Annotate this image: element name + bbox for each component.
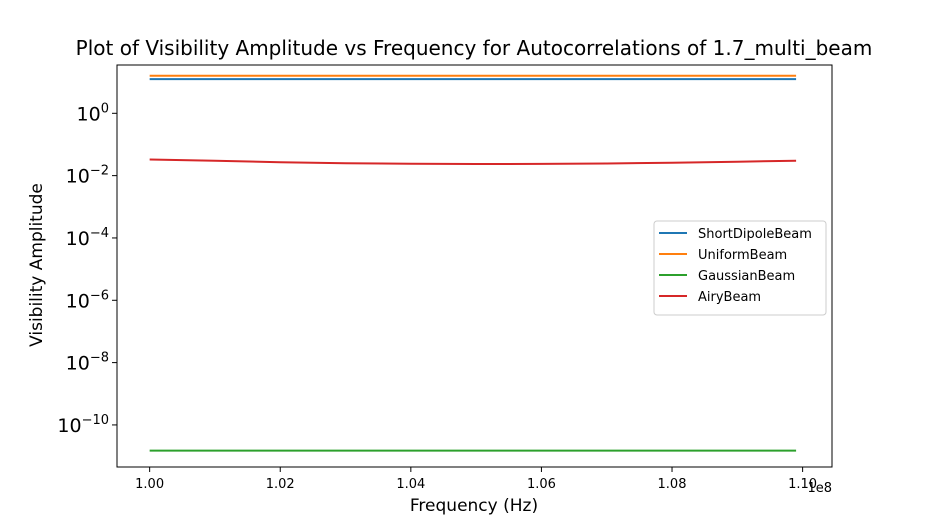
x-axis: 1.00 1.02 1.04 1.06 1.08 1.10: [135, 467, 817, 492]
legend-label: AiryBeam: [698, 290, 761, 305]
plot-area: [116, 64, 833, 468]
y-tick-label: 10−2: [66, 164, 109, 188]
x-offset-text: 1e8: [807, 481, 832, 496]
legend-label: ShortDipoleBeam: [698, 227, 812, 242]
series-line-airybeam: [149, 158, 797, 166]
x-tick-label: 1.10: [788, 477, 817, 492]
x-tick-label: 1.08: [658, 477, 687, 492]
legend-box: [653, 220, 827, 316]
y-axis: 100 10−2 10−4 10−6 10−8 10−10: [57, 101, 117, 437]
chart-title: Plot of Visibility Amplitude vs Frequenc…: [76, 36, 873, 60]
x-tick-label: 1.04: [396, 477, 425, 492]
y-tick-label: 10−10: [57, 413, 109, 437]
series-layer: [149, 74, 797, 452]
y-tick-label: 10−6: [66, 288, 109, 312]
axes-frame: [116, 64, 833, 468]
y-tick-label: 10−4: [66, 226, 109, 250]
y-tick-label: 100: [77, 101, 109, 125]
legend-label: GaussianBeam: [698, 269, 795, 284]
x-axis-label: Frequency (Hz): [410, 496, 538, 516]
y-tick-label: 10−8: [66, 351, 109, 375]
legend: ShortDipoleBeam UniformBeam GaussianBeam Ai…: [653, 220, 827, 316]
x-tick-label: 1.02: [266, 477, 295, 492]
y-axis-label: Visibility Amplitude: [27, 183, 47, 347]
x-tick-label: 1.06: [527, 477, 556, 492]
x-tick-label: 1.00: [135, 477, 164, 492]
legend-label: UniformBeam: [698, 248, 787, 263]
